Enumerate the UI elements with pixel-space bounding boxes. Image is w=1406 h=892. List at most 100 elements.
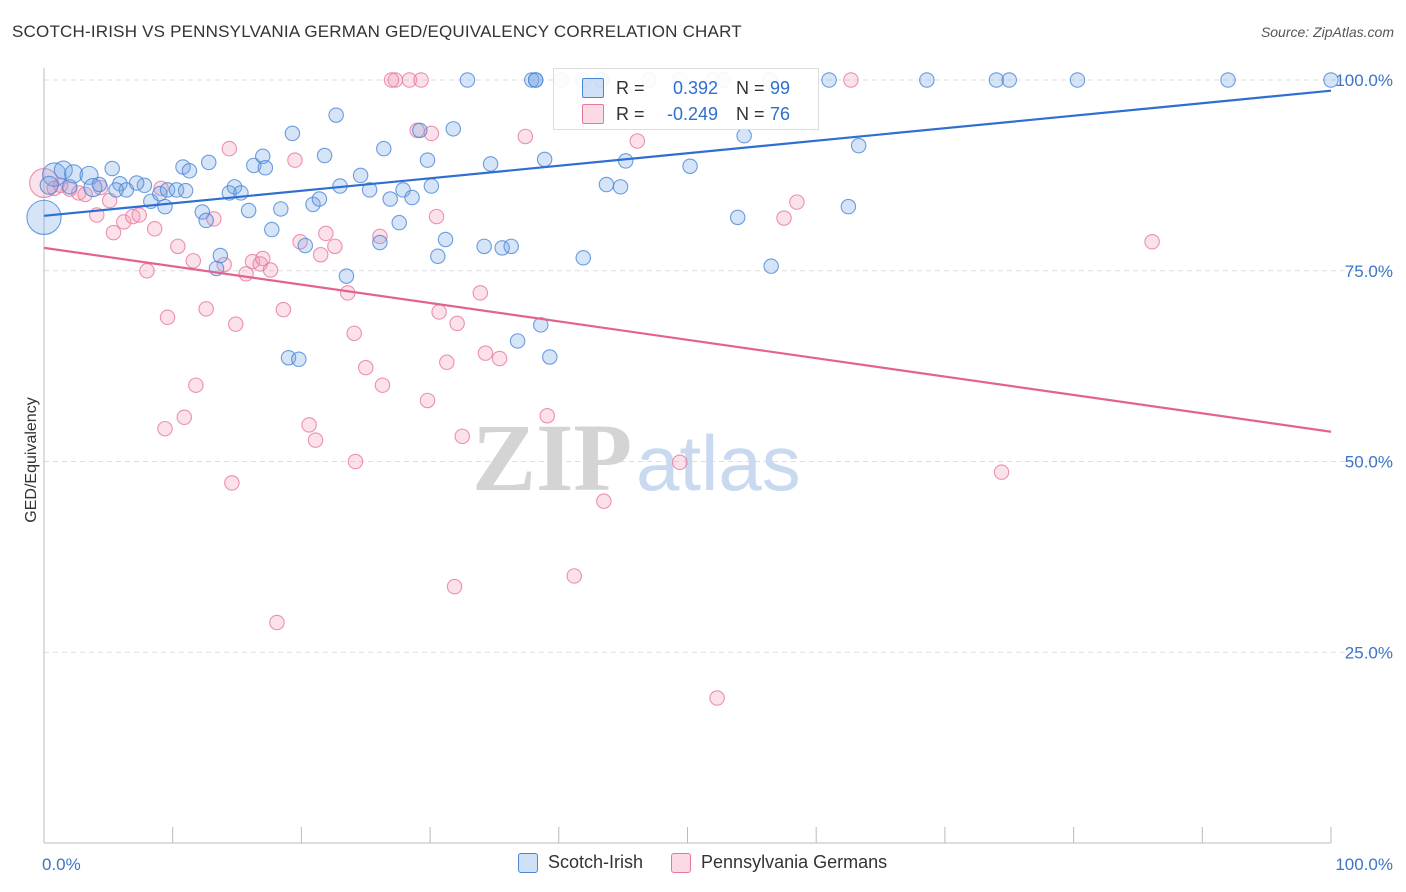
trendline <box>43 246 1332 433</box>
data-point <box>42 162 67 187</box>
y-tick-label: 25.0% <box>1345 643 1393 662</box>
data-point <box>246 157 262 174</box>
series-pennsylvania-germans <box>29 72 1160 706</box>
data-point <box>672 454 688 471</box>
data-point <box>776 210 792 226</box>
data-point <box>188 377 204 393</box>
data-point <box>527 72 544 88</box>
data-point <box>517 128 534 145</box>
data-point <box>566 568 582 584</box>
y-tick-label: 50.0% <box>1345 453 1393 472</box>
y-tick-label: 75.0% <box>1345 262 1393 281</box>
data-point <box>446 578 463 595</box>
legend-label: Pennsylvania Germans <box>701 852 888 872</box>
data-point <box>255 148 271 165</box>
data-point <box>262 262 279 278</box>
data-point <box>316 147 333 164</box>
stats-r-value: -0.249 <box>666 104 718 124</box>
data-point <box>477 345 494 361</box>
data-point <box>327 238 343 255</box>
data-point <box>170 238 186 255</box>
data-point <box>228 316 244 332</box>
data-point <box>919 72 935 88</box>
source-label: Source: ZipAtlas.com <box>1260 24 1394 40</box>
legend-label: Scotch-Irish <box>548 852 644 872</box>
data-point <box>533 317 549 333</box>
data-point <box>419 392 436 409</box>
data-point <box>682 158 698 174</box>
data-point <box>383 72 400 88</box>
data-point <box>1220 72 1236 88</box>
stats-r-value: 0.392 <box>672 78 718 98</box>
data-point <box>226 179 243 195</box>
data-point <box>297 237 314 254</box>
data-point <box>347 453 364 470</box>
data-point <box>61 179 78 195</box>
data-point <box>212 247 229 264</box>
legend-swatch-blue <box>518 852 538 873</box>
data-point <box>224 475 240 491</box>
legend-swatch-pink <box>671 852 692 873</box>
data-point <box>105 224 122 241</box>
data-point <box>91 176 108 193</box>
data-point <box>598 176 615 193</box>
data-point <box>312 246 329 263</box>
data-point <box>39 175 59 195</box>
data-point <box>177 182 194 199</box>
y-axis-label: GED/Equivalency <box>23 397 40 522</box>
trendlines <box>43 89 1332 433</box>
data-point <box>346 325 362 342</box>
legend: Scotch-Irish Pennsylvania Germans <box>518 852 915 873</box>
data-point <box>181 163 198 179</box>
data-point <box>284 125 301 142</box>
data-point <box>200 154 217 171</box>
data-point <box>840 198 857 215</box>
legend-item-pennsylvania-germans: Pennsylvania Germans <box>671 852 887 873</box>
legend-item-scotch-irish: Scotch-Irish <box>518 852 643 873</box>
stats-n-value: 99 <box>770 78 791 98</box>
data-point <box>542 349 558 365</box>
data-point <box>216 256 232 273</box>
data-point <box>146 221 163 237</box>
trendline <box>43 89 1332 217</box>
data-point <box>194 204 211 220</box>
data-point <box>709 690 725 706</box>
data-point <box>264 221 280 238</box>
tick-labels: 25.0% 50.0% 75.0% 100.0% 0.0% 100.0% <box>42 71 1393 874</box>
data-point <box>206 211 222 227</box>
data-point <box>382 191 398 207</box>
data-point <box>257 159 274 176</box>
data-point <box>503 238 519 255</box>
data-point <box>454 428 471 445</box>
data-point <box>536 151 553 168</box>
data-point <box>372 228 388 245</box>
stats-r-label: R = <box>616 78 645 98</box>
data-point <box>352 167 369 184</box>
data-point <box>53 160 73 180</box>
data-point <box>789 194 805 210</box>
data-point <box>328 107 344 123</box>
data-point <box>318 225 334 242</box>
data-point <box>185 253 202 269</box>
data-point <box>176 409 193 425</box>
data-point <box>311 191 328 207</box>
data-point <box>157 198 173 215</box>
data-point <box>291 351 307 368</box>
data-point <box>993 464 1010 480</box>
data-point <box>26 199 62 235</box>
stats-swatch-blue <box>582 78 604 98</box>
data-point <box>108 182 124 198</box>
x-tick-label: 100.0% <box>1335 855 1393 874</box>
data-point <box>430 248 446 265</box>
data-point <box>374 377 391 393</box>
data-point <box>116 214 132 230</box>
data-point <box>1001 72 1017 88</box>
data-point <box>338 268 355 284</box>
data-point <box>736 127 752 144</box>
data-point <box>763 258 779 274</box>
data-point <box>617 153 634 169</box>
data-point <box>131 207 147 223</box>
data-point <box>491 350 508 367</box>
data-point <box>221 140 238 157</box>
